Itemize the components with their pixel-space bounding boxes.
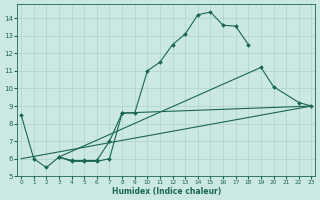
X-axis label: Humidex (Indice chaleur): Humidex (Indice chaleur) — [112, 187, 221, 196]
